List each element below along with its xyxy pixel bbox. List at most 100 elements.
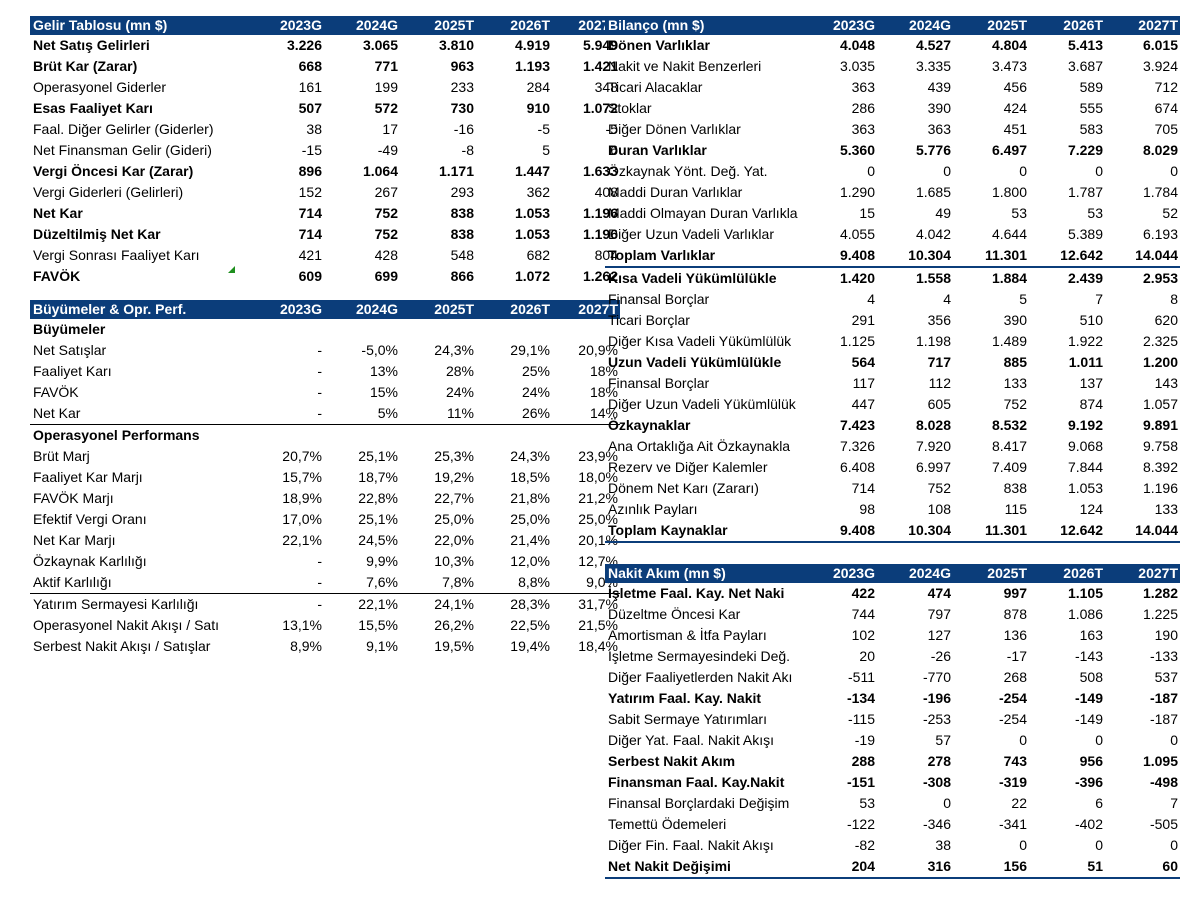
row-value: 6 xyxy=(1095,795,1103,811)
row-value: 17 xyxy=(382,121,398,137)
row-value: 507 xyxy=(298,100,322,116)
table-row: Temettü Ödemeleri -122 -346 -341 -402 -505 xyxy=(605,814,1180,835)
table-row: Düzeltme Öncesi Kar 744 797 878 1.086 1.225 xyxy=(605,604,1180,625)
row-value: -5,0% xyxy=(361,342,398,358)
row-value: 956 xyxy=(1079,753,1103,769)
row-value: 204 xyxy=(802,856,877,879)
row-value: 3.473 xyxy=(991,58,1027,74)
table-row: Net Kar - 5% 11% 26% 14% xyxy=(30,403,620,425)
table-row: Maddi Duran Varlıklar 1.290 1.685 1.800 1.78… xyxy=(605,182,1180,203)
row-label: Kısa Vadeli Yükümlülükle xyxy=(608,270,777,286)
row-value: 1.685 xyxy=(915,184,951,200)
year-header: 2026T xyxy=(476,16,552,35)
row-value: 161 xyxy=(298,79,322,95)
table-row: Brüt Kar (Zarar) 668 771 963 1.193 1.421 xyxy=(30,56,620,77)
row-value: 1.447 xyxy=(514,163,550,179)
row-label: Net Satışlar xyxy=(33,342,107,358)
row-value: 49 xyxy=(935,205,951,221)
row-label: İşletme Sermayesindeki Değ. xyxy=(608,648,791,664)
row-value: 874 xyxy=(1079,396,1103,412)
row-label: Ticari Borçlar xyxy=(608,312,690,328)
income-statement-table: Gelir Tablosu (mn $) 2023G 2024G 2025T 2026T… xyxy=(30,16,620,287)
row-value: 6.193 xyxy=(1142,226,1178,242)
row-value: 9.408 xyxy=(802,520,877,543)
table-row: Stoklar 286 390 424 555 674 xyxy=(605,98,1180,119)
row-value: 13,1% xyxy=(282,617,322,633)
row-value: 1.282 xyxy=(1142,585,1178,601)
row-label: Finansal Borçlar xyxy=(608,291,710,307)
row-value: 7 xyxy=(1095,291,1103,307)
row-label: Operasyonel Nakit Akışı / Satı xyxy=(33,617,219,633)
row-value: 6.408 xyxy=(839,459,875,475)
row-value: 268 xyxy=(1003,669,1027,685)
row-value: 572 xyxy=(374,100,398,116)
row-label: Maddi Duran Varlıklar xyxy=(608,184,743,200)
year-header: 2023G xyxy=(802,564,877,583)
row-value: 7.409 xyxy=(991,459,1027,475)
row-value: 22,7% xyxy=(434,490,474,506)
row-value: 1.800 xyxy=(991,184,1027,200)
table-row: Dönem Net Karı (Zararı) 714 752 838 1.053 1.1… xyxy=(605,478,1180,499)
row-value: 20 xyxy=(859,648,875,664)
row-value: 7 xyxy=(1170,795,1178,811)
row-value: 190 xyxy=(1154,627,1178,643)
row-value: 1.053 xyxy=(514,226,550,242)
row-value: -5 xyxy=(537,121,550,137)
cashflow-table: Nakit Akım (mn $) 2023G 2024G 2025T 2026T 202… xyxy=(605,564,1180,879)
row-value: 363 xyxy=(927,121,951,137)
row-label: Aktif Karlılığı xyxy=(33,574,112,590)
row-value: 22,8% xyxy=(358,490,398,506)
row-value: 18% xyxy=(589,363,618,379)
table-title: Gelir Tablosu (mn $) xyxy=(30,16,255,35)
row-label: Vergi Sonrası Faaliyet Karı xyxy=(33,247,200,263)
row-value: 583 xyxy=(1079,121,1103,137)
row-value: 8.392 xyxy=(1142,459,1178,475)
row-value: 0 xyxy=(867,163,875,179)
row-value: 1.053 xyxy=(1067,480,1103,496)
table-row: Ticari Borçlar 291 356 390 510 620 xyxy=(605,310,1180,331)
row-value: 10.304 xyxy=(877,245,953,268)
row-value: 6.497 xyxy=(991,142,1027,158)
year-header: 2025T xyxy=(400,300,476,319)
row-value: 53 xyxy=(1011,205,1027,221)
row-value: 9.891 xyxy=(1142,417,1178,433)
row-value: 18,0% xyxy=(578,469,618,485)
row-value: 0 xyxy=(1095,732,1103,748)
row-value: 744 xyxy=(851,606,875,622)
row-value: 451 xyxy=(1003,121,1027,137)
row-value: 3.226 xyxy=(286,37,322,53)
row-value: 163 xyxy=(1079,627,1103,643)
row-value: 714 xyxy=(298,226,322,242)
row-label: Diğer Yat. Faal. Nakit Akışı xyxy=(608,732,774,748)
table-row: Duran Varlıklar 5.360 5.776 6.497 7.229 8.029 xyxy=(605,140,1180,161)
row-value: 278 xyxy=(927,753,951,769)
row-label: Özkaynak Karlılığı xyxy=(33,553,147,569)
row-label: Serbest Nakit Akım xyxy=(608,753,736,769)
row-value: 22,1% xyxy=(324,593,400,615)
table-row: Net Kar Marjı 22,1% 24,5% 22,0% 21,4% 20,1% xyxy=(30,530,620,551)
row-value: 1.064 xyxy=(362,163,398,179)
row-label: Faaliyet Karı xyxy=(33,363,112,379)
table-row: Dönen Varlıklar 4.048 4.527 4.804 5.413 6.015 xyxy=(605,35,1180,56)
row-label: Diğer Dönen Varlıklar xyxy=(608,121,741,137)
row-label: Özkaynak Yönt. Değ. Yat. xyxy=(608,163,768,179)
row-value: 1.200 xyxy=(1142,354,1178,370)
row-label: Brüt Kar (Zarar) xyxy=(33,58,138,74)
table-row: Faal. Diğer Gelirler (Giderler) 38 17 -16 -5… xyxy=(30,119,620,140)
table-row: FAVÖK 609 699 866 1.072 1.262 xyxy=(30,266,620,287)
row-value: 752 xyxy=(374,205,398,221)
row-label: Özkaynaklar xyxy=(608,417,691,433)
table-row: Nakit ve Nakit Benzerleri 3.035 3.335 3.473… xyxy=(605,56,1180,77)
income-statement-panel: Gelir Tablosu (mn $) 2023G 2024G 2025T 2026T… xyxy=(30,16,620,287)
row-value: 22,0% xyxy=(434,532,474,548)
row-value: 699 xyxy=(374,268,398,284)
row-value: 0 xyxy=(1170,163,1178,179)
year-header: 2026T xyxy=(476,300,552,319)
row-label: Diğer Uzun Vadeli Varlıklar xyxy=(608,226,774,242)
row-value: 143 xyxy=(1154,375,1178,391)
table-row: Toplam Varlıklar 9.408 10.304 11.301 12.642 1… xyxy=(605,245,1180,268)
row-value: 0 xyxy=(1019,837,1027,853)
table-row: Maddi Olmayan Duran Varlıkla 15 49 53 53 52 xyxy=(605,203,1180,224)
header-row: Büyümeler & Opr. Perf. 2023G 2024G 2025T 202… xyxy=(30,300,620,319)
row-value: 752 xyxy=(374,226,398,242)
